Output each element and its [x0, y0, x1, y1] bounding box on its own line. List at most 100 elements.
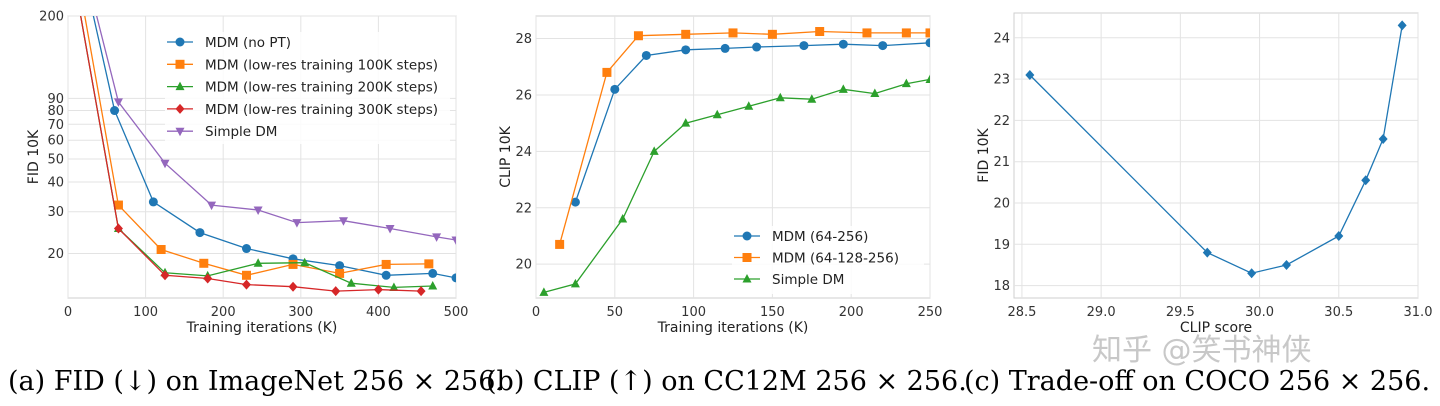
data-point [870, 88, 880, 98]
data-point [767, 29, 777, 39]
data-point [539, 287, 549, 296]
data-point [416, 286, 426, 297]
data-point [925, 74, 930, 83]
legend-box [165, 32, 450, 144]
x-tick-label: 50 [607, 305, 624, 320]
data-point [610, 84, 620, 94]
series-line [558, 30, 930, 245]
caption-a: (a) FID (↓) on ImageNet 256 × 256. [8, 366, 504, 397]
series-line [92, 16, 456, 279]
data-point [113, 200, 123, 210]
data-point [335, 261, 345, 271]
data-point [338, 217, 348, 226]
data-point [1361, 175, 1371, 186]
legend-label: MDM (low-res training 300K steps) [205, 102, 438, 118]
x-tick-label: 31.0 [1404, 305, 1433, 320]
data-point [602, 67, 612, 77]
y-tick-label: 24 [993, 31, 1010, 46]
series-group [80, 16, 456, 297]
x-tick-label: 400 [366, 305, 391, 320]
data-point [288, 259, 298, 269]
data-point [156, 245, 166, 255]
data-point [335, 268, 345, 278]
data-point [160, 159, 170, 169]
legend-label: Simple DM [772, 272, 844, 288]
legend-label: MDM (64-128-256) [772, 251, 899, 267]
data-point [253, 258, 263, 267]
data-point [241, 279, 251, 290]
y-tick-label: 70 [47, 118, 64, 133]
series-group [539, 27, 930, 296]
caption-c: (c) Trade-off on COCO 256 × 256. [964, 366, 1430, 397]
x-tick-label: 29.5 [1166, 305, 1195, 320]
data-point [331, 286, 341, 297]
legend-label: MDM (64-256) [772, 229, 868, 245]
data-point [744, 101, 754, 110]
legend-marker [175, 81, 185, 91]
data-point [775, 92, 785, 102]
x-tick-label: 300 [288, 305, 313, 320]
legend-marker [175, 37, 185, 47]
x-tick-label: 200 [211, 305, 236, 320]
data-point [113, 98, 123, 107]
data-point [428, 268, 438, 278]
chart-clip-fid-tradeoff: 28.5 29.0 29.5 30.0 30.5 31.0 18 19 20 21 22 23 24 CL… [976, 12, 1433, 336]
y-tick-label: 20 [515, 258, 532, 273]
y-tick-label: 24 [515, 145, 532, 160]
y-tick-label: 18 [993, 279, 1010, 294]
data-point [253, 206, 263, 216]
y-tick-label: 22 [515, 201, 532, 216]
x-axis-label: Training iterations (K) [657, 320, 809, 336]
x-tick-label: 0 [64, 305, 72, 320]
legend-box [732, 226, 924, 294]
x-tick-label: 30.0 [1245, 305, 1274, 320]
x-tick-label: 500 [444, 305, 469, 320]
series-line [1029, 25, 1403, 274]
data-point [1202, 247, 1212, 258]
y-tick-label: 19 [993, 238, 1010, 253]
data-point [901, 78, 911, 88]
y-tick-label: 28 [515, 32, 532, 47]
data-point [451, 273, 456, 283]
y-tick-label: 200 [39, 10, 64, 25]
data-point [752, 42, 762, 52]
data-point [373, 284, 383, 295]
data-point [389, 282, 399, 291]
data-point [1378, 133, 1388, 144]
legend: MDM (no PT) MDM (low-res training 100K st… [165, 32, 450, 144]
data-point [570, 278, 580, 288]
data-point [1025, 69, 1035, 80]
y-tick-label: 50 [47, 153, 64, 168]
data-point [148, 197, 158, 207]
x-tick-label: 30.5 [1324, 305, 1353, 320]
legend-label: Simple DM [205, 124, 277, 140]
data-point [925, 38, 930, 48]
watermark-text: 知乎 @笑书神侠 [1092, 333, 1312, 368]
data-point [428, 281, 438, 290]
y-tick-label: 21 [993, 155, 1010, 170]
data-point [728, 28, 738, 38]
series-group [1025, 20, 1407, 279]
legend-label: MDM (no PT) [205, 35, 291, 51]
data-point [424, 259, 434, 269]
y-tick-label: 20 [47, 247, 64, 262]
data-point [241, 270, 251, 280]
data-point [712, 109, 722, 119]
caption-b: (b) CLIP (↑) on CC12M 256 × 256. [486, 366, 967, 397]
x-tick-label: 100 [681, 305, 706, 320]
data-point [838, 84, 848, 93]
data-point [807, 94, 817, 103]
y-axis-label: FID 10K [26, 129, 42, 184]
data-point [346, 278, 356, 287]
y-tick-label: 30 [47, 205, 64, 220]
x-tick-label: 28.5 [1007, 305, 1036, 320]
x-tick-label: 200 [839, 305, 864, 320]
data-point [288, 281, 298, 292]
y-axis-label: CLIP 10K [498, 125, 514, 187]
y-tick-label: 80 [47, 104, 64, 119]
data-point [681, 29, 691, 39]
data-point [649, 146, 659, 155]
y-tick-label: 23 [993, 73, 1010, 88]
y-tick-label: 90 [47, 92, 64, 107]
